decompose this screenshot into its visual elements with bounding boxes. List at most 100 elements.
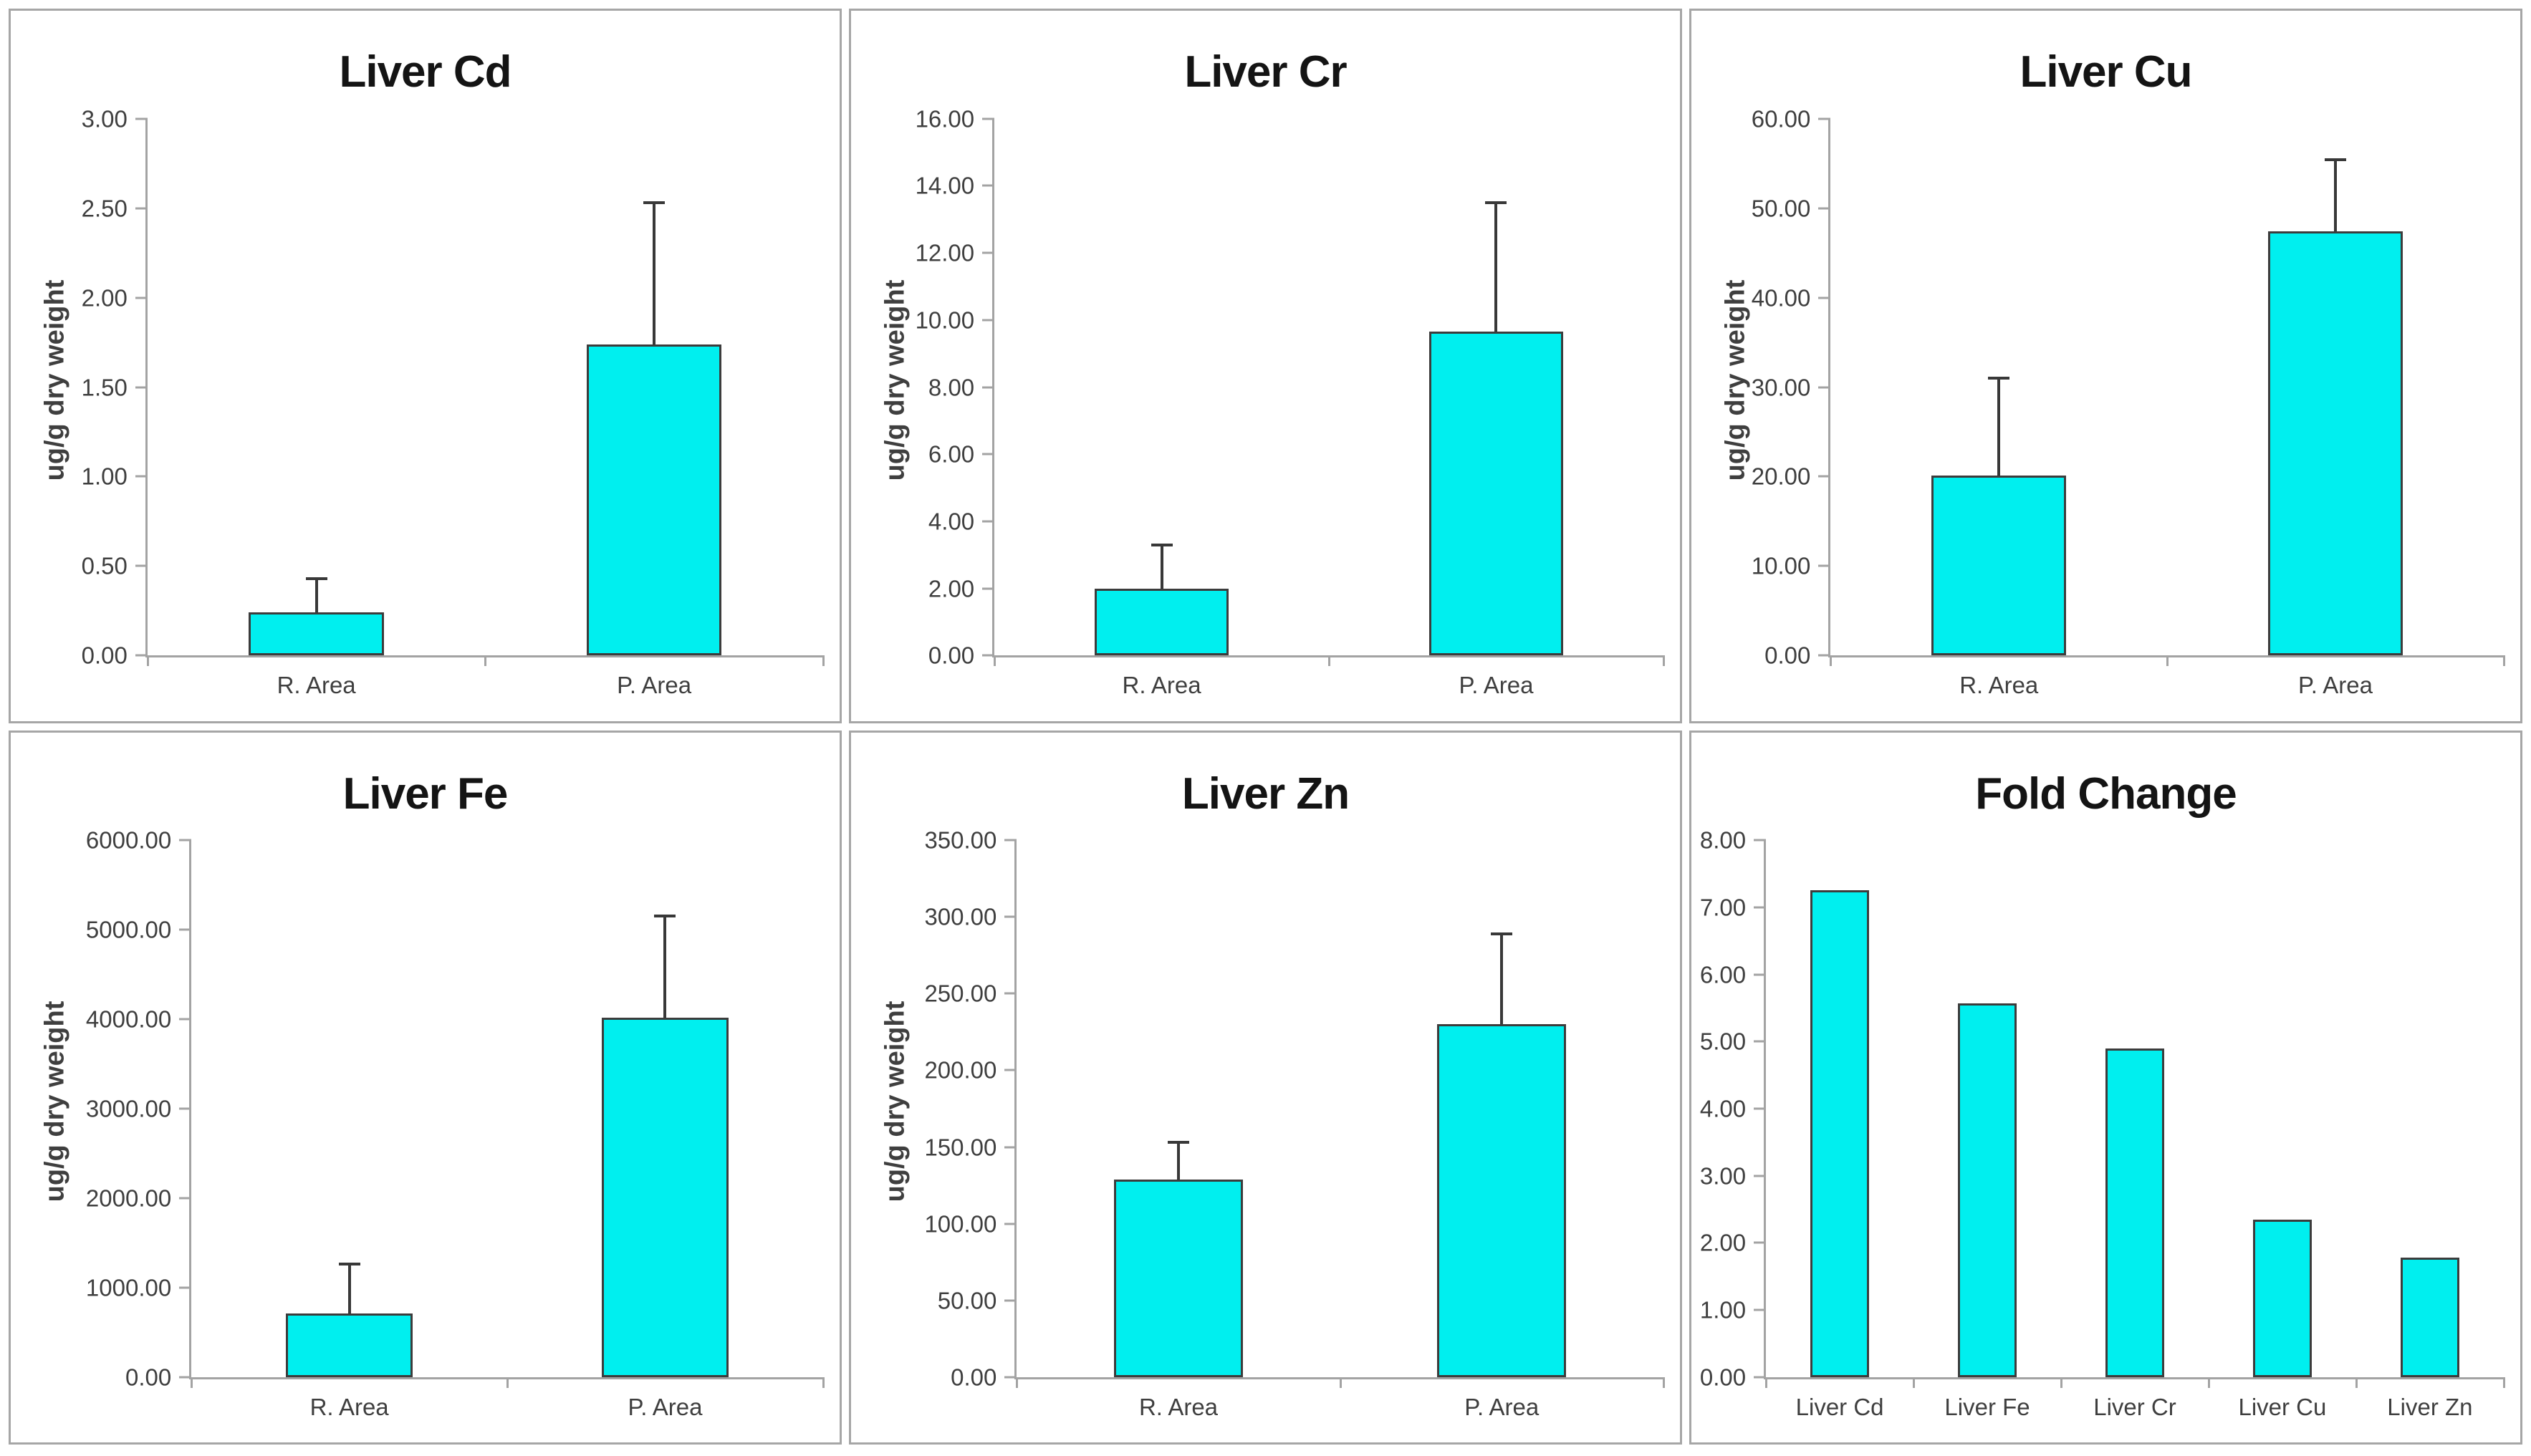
y-tick-label: 0.00 [951, 1364, 997, 1391]
y-tick-label: 4000.00 [85, 1006, 172, 1033]
y-tick-label: 0.00 [1764, 642, 1811, 669]
chart-panel-liver-zn: Liver Zn ug/g dry weight 0.00 50.00 100.00 15… [849, 730, 1682, 1445]
y-tick-label: 150.00 [924, 1134, 997, 1161]
error-bar-line [2325, 158, 2346, 232]
y-tick-mark [982, 587, 995, 590]
x-axis-line [992, 655, 1663, 658]
error-bar-cap [1491, 932, 1513, 935]
bar-r-area [1095, 588, 1229, 656]
figure-grid: Liver Cd ug/g dry weight 0.00 0.50 1.00 1.50 2… [9, 9, 2522, 1445]
y-tick-label: 6000.00 [85, 826, 172, 854]
error-bar-line [643, 201, 666, 344]
y-tick-label: 1.50 [81, 374, 128, 400]
y-tick-label: 100.00 [924, 1210, 997, 1238]
plot-area: 0.00 1000.00 2000.00 3000.00 4000.00 5000.00 6… [86, 829, 825, 1420]
chart-title: Liver Fe [342, 768, 509, 819]
x-axis-line [189, 1377, 823, 1379]
error-bar-cap [1988, 377, 2010, 380]
error-bar-line [1485, 201, 1507, 332]
y-tick-mark [135, 296, 148, 299]
y-tick-label: 10.00 [915, 307, 975, 334]
chart-panel-liver-fe: Liver Fe ug/g dry weight 0.00 1000.00 2000.0… [9, 730, 842, 1445]
y-tick-mark [982, 654, 995, 657]
y-tick-label: 250.00 [924, 980, 997, 1007]
error-bar-line [1491, 932, 1513, 1025]
y-tick-label: 50.00 [1751, 195, 1811, 222]
y-tick-mark [982, 453, 995, 455]
y-axis-title: ug/g dry weight [39, 279, 70, 481]
y-tick-mark [1004, 1069, 1017, 1071]
x-tick-mark [1765, 1377, 1768, 1388]
error-bar-line [654, 915, 676, 1018]
category-label: R. Area [277, 672, 356, 699]
x-tick-mark [1328, 655, 1331, 667]
y-tick-label: 5000.00 [85, 916, 172, 943]
x-axis-line [1764, 1377, 2504, 1379]
category-label: R. Area [1122, 672, 1201, 699]
y-axis-line [1764, 840, 1767, 1379]
y-tick-mark [1818, 117, 1831, 120]
y-tick-label: 1000.00 [85, 1274, 172, 1301]
error-bar-cap [305, 577, 327, 580]
category-label: Liver Cu [2238, 1393, 2327, 1420]
y-tick-label: 12.00 [915, 239, 975, 266]
y-tick-mark [1818, 296, 1831, 299]
x-tick-mark [2166, 655, 2169, 667]
x-tick-mark [484, 655, 487, 667]
error-bar-cap [654, 915, 676, 918]
chart-title: Liver Cu [2019, 47, 2192, 97]
category-label: R. Area [1959, 672, 2039, 699]
y-tick-mark [1818, 564, 1831, 567]
y-tick-label: 8.00 [1699, 826, 1747, 854]
x-tick-mark [2060, 1377, 2063, 1388]
y-tick-label: 300.00 [924, 903, 997, 930]
y-tick-label: 350.00 [924, 826, 997, 854]
x-tick-mark [191, 1377, 193, 1388]
y-tick-mark [1004, 1299, 1017, 1302]
y-tick-mark [179, 1018, 192, 1021]
bar-liver-zn [2400, 1258, 2460, 1377]
y-tick-label: 8.00 [928, 374, 975, 400]
category-label: Liver Cd [1795, 1393, 1884, 1420]
y-tick-mark [1754, 973, 1767, 976]
y-tick-mark [135, 117, 148, 120]
bar-p-area [2268, 231, 2403, 656]
chart-title: Liver Cr [1184, 47, 1347, 97]
y-tick-label: 5.00 [1699, 1028, 1747, 1055]
chart-title: Fold Change [1975, 768, 2237, 819]
error-bar-cap [643, 201, 666, 205]
y-tick-mark [1754, 1040, 1767, 1043]
y-tick-mark [1004, 915, 1017, 918]
error-bar-line [1988, 377, 2010, 476]
y-tick-label: 40.00 [1751, 284, 1811, 312]
x-tick-mark [2355, 1377, 2358, 1388]
y-tick-label: 10.00 [1751, 552, 1811, 579]
y-axis-line [1828, 118, 1831, 658]
y-tick-mark [179, 839, 192, 842]
y-tick-label: 6.00 [1699, 961, 1747, 988]
y-tick-mark [135, 564, 148, 567]
y-tick-mark [1004, 1223, 1017, 1225]
x-axis-line [1828, 655, 2504, 658]
y-tick-mark [135, 654, 148, 657]
y-tick-label: 0.00 [125, 1364, 172, 1391]
y-tick-mark [1754, 906, 1767, 909]
y-tick-mark [135, 386, 148, 388]
error-bar-line [305, 577, 327, 613]
chart-panel-liver-cu: Liver Cu ug/g dry weight 0.00 10.00 20.00 30.… [1689, 9, 2522, 723]
y-tick-mark [1754, 1376, 1767, 1379]
error-bar-line [338, 1263, 360, 1314]
error-bar-line [1151, 543, 1173, 589]
y-tick-mark [1818, 654, 1831, 657]
category-label: Liver Zn [2387, 1393, 2473, 1420]
bar-liver-cu [2252, 1219, 2313, 1377]
plot-area: 0.00 0.50 1.00 1.50 2.00 2.50 3.00 R. Area P. Ar… [82, 107, 825, 698]
category-label: P. Area [1459, 672, 1534, 699]
category-label: P. Area [617, 672, 692, 699]
error-bar-cap [1485, 201, 1507, 204]
y-axis-line [1014, 840, 1017, 1379]
x-tick-mark [2502, 655, 2505, 667]
y-tick-label: 3.00 [81, 105, 128, 132]
y-tick-mark [135, 475, 148, 478]
bar-liver-cr [2105, 1048, 2165, 1377]
